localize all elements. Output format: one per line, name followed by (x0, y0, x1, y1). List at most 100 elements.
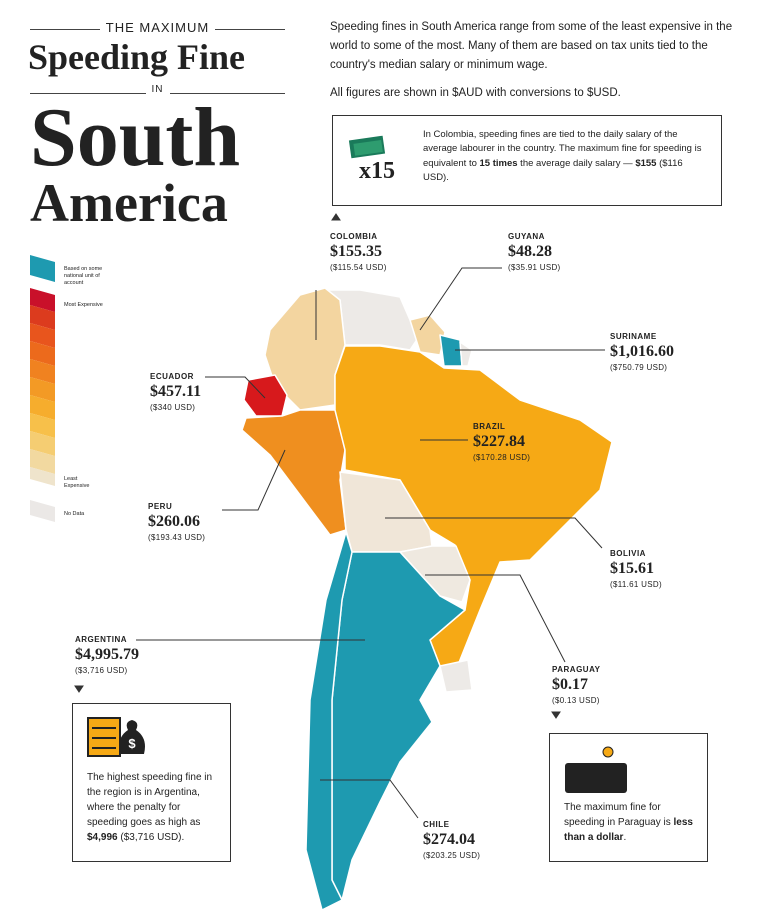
note-text: The maximum fine for speeding in Paragua… (564, 800, 699, 845)
legend-swatch (30, 377, 55, 402)
country-name: BOLIVIA (610, 549, 646, 558)
country-label: SURINAME $1,016.60 ($750.79 USD) (610, 332, 674, 372)
money-icon (348, 135, 386, 159)
country-name: PERU (148, 502, 173, 511)
text: ($3,716 USD). (117, 832, 185, 843)
legend-swatch (30, 288, 55, 312)
leader-line (320, 779, 419, 819)
svg-text:$: $ (128, 736, 136, 751)
legend-label: Most Expensive (64, 302, 103, 308)
text: In Colombia, speeding fines are tied to … (423, 129, 702, 169)
legend-label: Based on some national unit of account (64, 266, 103, 287)
country-usd: ($11.61 USD) (610, 580, 662, 589)
text-bold: $155 (635, 157, 657, 169)
country-usd: ($340 USD) (150, 403, 196, 412)
legend-swatch (30, 449, 55, 474)
country-name: COLOMBIA (330, 232, 378, 241)
country-name: ECUADOR (150, 372, 194, 381)
country-usd: ($170.28 USD) (473, 453, 531, 462)
country-name: CHILE (423, 820, 450, 829)
colombia-note: x15 In Colombia, speeding fines are tied… (332, 115, 722, 206)
legend-swatch (30, 323, 55, 348)
legend-swatch (30, 341, 55, 366)
country-label: CHILE $274.04 ($203.25 USD) (423, 820, 480, 860)
legend-swatch (30, 395, 55, 420)
intro-text: Speeding fines in South America range fr… (330, 21, 733, 71)
register-icon: $ (87, 717, 145, 757)
country-label: BRAZIL $227.84 ($170.28 USD) (473, 422, 530, 462)
country-fine: $227.84 (473, 433, 525, 450)
legend-swatch (30, 467, 55, 486)
peru (241, 409, 347, 536)
leader-line (419, 267, 502, 331)
title-region: America (30, 173, 228, 233)
arrow (331, 213, 341, 221)
argentina-note: The highest speeding fine in the region … (72, 703, 231, 862)
country-fine: $260.06 (148, 513, 200, 530)
uruguay (439, 659, 473, 693)
country-fine: $155.35 (330, 243, 382, 260)
multiplier: x15 (359, 158, 395, 184)
country-usd: ($3,716 USD) (75, 666, 128, 675)
text: The maximum fine for speeding in Paragua… (564, 802, 674, 828)
country-label: BOLIVIA $15.61 ($11.61 USD) (610, 549, 662, 589)
country-label: PARAGUAY $0.17 ($0.13 USD) (552, 665, 600, 705)
legend-label: Least Expensive (64, 476, 90, 490)
leader-line (222, 449, 286, 511)
country-name: BRAZIL (473, 422, 506, 431)
country-usd: ($193.43 USD) (148, 533, 206, 542)
note-text: In Colombia, speeding fines are tied to … (423, 128, 708, 185)
country-name: PARAGUAY (552, 665, 601, 674)
country-usd: ($203.25 USD) (423, 851, 481, 860)
country-label: GUYANA $48.28 ($35.91 USD) (508, 232, 561, 272)
kicker-text: THE MAXIMUM (99, 20, 216, 35)
country-fine: $274.04 (423, 831, 475, 848)
country-fine: $4,995.79 (75, 646, 139, 663)
french-guiana (459, 341, 473, 367)
country-usd: ($0.13 USD) (552, 696, 600, 705)
country-usd: ($115.54 USD) (330, 263, 387, 272)
arrow (551, 711, 561, 719)
country-fine: $0.17 (552, 676, 588, 693)
country-fine: $1,016.60 (610, 343, 674, 360)
leader-line (385, 517, 603, 549)
country-name: ARGENTINA (75, 635, 128, 644)
text-bold: 15 times (479, 157, 518, 169)
country-label: ECUADOR $457.11 ($340 USD) (150, 372, 201, 412)
leader-line (205, 376, 266, 399)
arrow (74, 685, 84, 693)
country-usd: ($750.79 USD) (610, 363, 668, 372)
paraguay-note: The maximum fine for speeding in Paragua… (549, 733, 708, 862)
legend-label: No Data (64, 511, 85, 517)
text: The highest speeding fine in the region … (87, 772, 213, 828)
intro-text: All figures are shown in $AUD with conve… (330, 87, 621, 99)
title-region: South (30, 91, 241, 184)
country-name: SURINAME (610, 332, 657, 341)
country-fine: $457.11 (150, 383, 202, 400)
chile (305, 531, 353, 911)
text: ($116 USD). (423, 157, 683, 183)
legend-swatch (30, 413, 55, 438)
text-bold: $4,996 (87, 832, 118, 843)
note-text: The highest speeding fine in the region … (87, 770, 222, 845)
title-main: Speeding Fine (28, 37, 246, 77)
title-connector: IN (30, 84, 285, 95)
country-label: ARGENTINA $4,995.79 ($3,716 USD) (75, 635, 139, 675)
wallet-icon (565, 746, 627, 793)
title-kicker: THE MAXIMUM (30, 20, 285, 35)
connector-text: IN (145, 84, 170, 95)
legend-swatch (30, 359, 55, 384)
country-name: GUYANA (508, 232, 545, 241)
country-fine: $48.28 (508, 243, 552, 260)
leader-line (425, 574, 566, 663)
legend-swatch (30, 305, 55, 330)
country-label: COLOMBIA $155.35 ($115.54 USD) (330, 232, 387, 272)
country-label: PERU $260.06 ($193.43 USD) (148, 502, 205, 542)
text: the average daily salary — (517, 157, 636, 169)
legend-swatch (30, 255, 55, 282)
country-fine: $15.61 (610, 560, 654, 577)
text: . (623, 832, 627, 843)
text-bold: less than a dollar (564, 817, 693, 843)
